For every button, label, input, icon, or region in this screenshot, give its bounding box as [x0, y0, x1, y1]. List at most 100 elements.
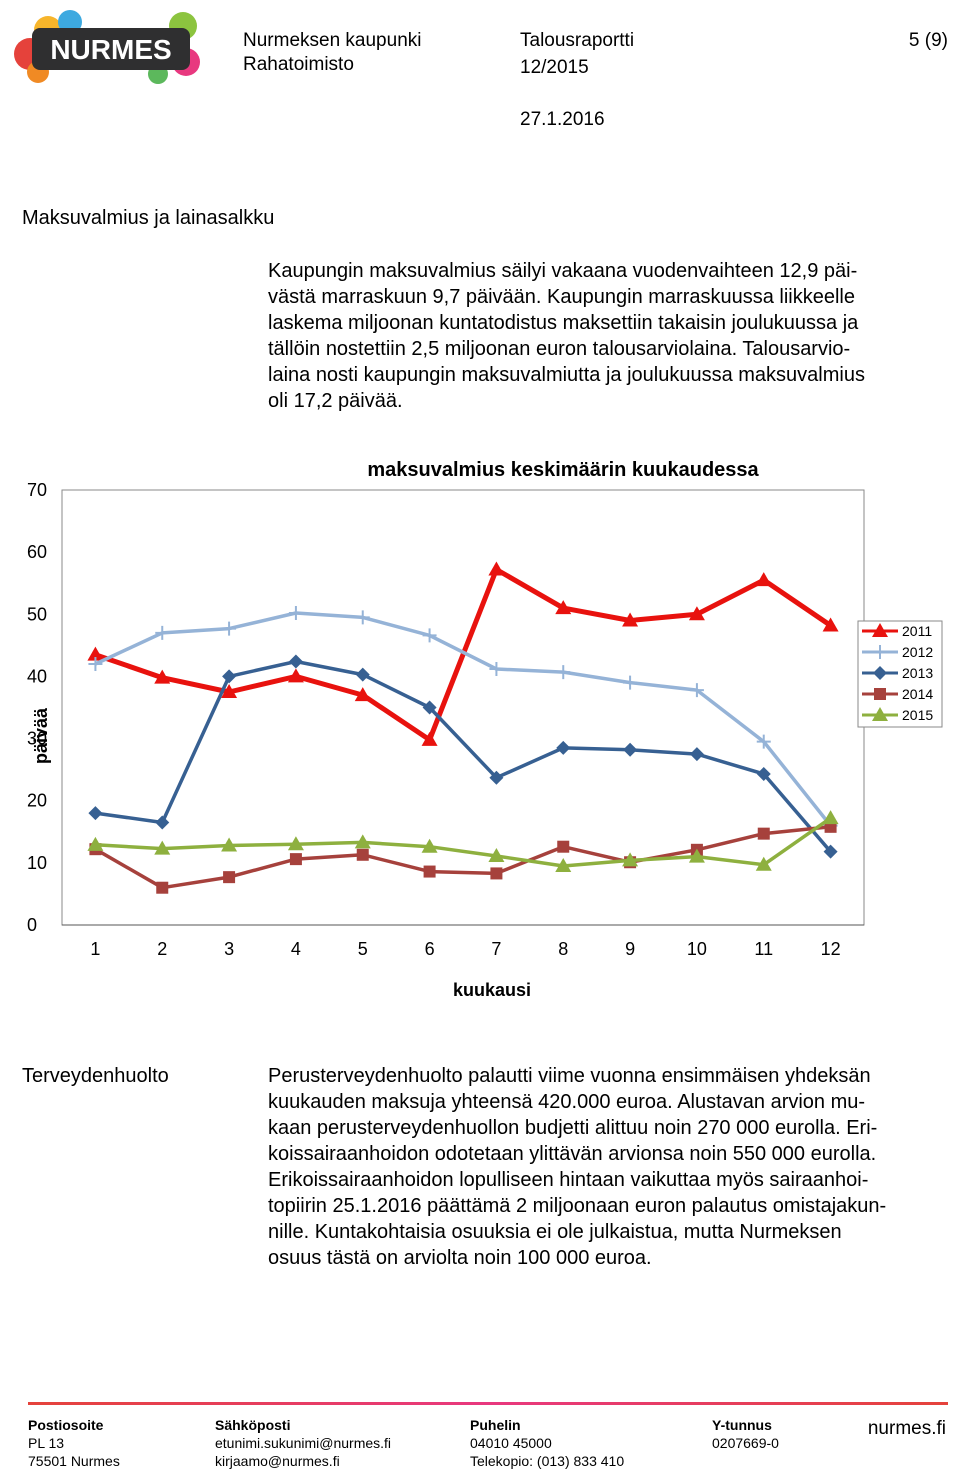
data-point-2015 — [555, 857, 572, 872]
footer-line: PL 13 — [28, 1435, 65, 1451]
data-point-2015 — [488, 848, 505, 863]
series-line-2012 — [94, 611, 832, 827]
data-point-2014 — [356, 848, 369, 861]
footer-line: 04010 45000 — [470, 1435, 552, 1451]
data-point-2013 — [222, 669, 237, 684]
footer-divider — [28, 1392, 948, 1405]
text-line: kuukauden maksuja yhteensä 420.000 euroa… — [268, 1091, 866, 1113]
x-tick-label: 1 — [90, 939, 100, 959]
x-tick-label: 4 — [291, 939, 301, 959]
footer-website-link[interactable]: nurmes.fi — [867, 1418, 946, 1439]
plot-frame — [61, 489, 865, 926]
y-tick-label: 0 — [27, 915, 37, 935]
legend-marker — [872, 623, 888, 637]
section-title-healthcare: Terveydenhuolto — [22, 1065, 169, 1087]
chart-x-axis-label: kuukausi — [453, 980, 531, 1000]
x-tick-label: 3 — [224, 939, 234, 959]
text-line: tällöin nostettiin 2,5 miljoonan euron t… — [268, 338, 851, 360]
organization-name: Nurmeksen kaupunki — [243, 30, 422, 51]
y-tick-label: 30 — [27, 729, 47, 749]
data-point-2012 — [556, 665, 571, 680]
chart-title: maksuvalmius keskimäärin kuukaudessa — [367, 459, 759, 481]
series-line-2015 — [95, 816, 832, 868]
series-line-2014 — [94, 825, 831, 890]
data-point-2014 — [557, 840, 570, 853]
footer-heading: Y-tunnus — [712, 1417, 772, 1433]
section-title-liquidity: Maksuvalmius ja lainasalkku — [22, 207, 275, 229]
footer-line: Telekopio: (013) 833 410 — [470, 1453, 625, 1469]
data-point-2013 — [689, 747, 704, 762]
page-number: 5 (9) — [908, 30, 948, 51]
x-tick-label: 9 — [625, 939, 635, 959]
data-point-2015 — [154, 840, 171, 855]
data-point-2015 — [354, 834, 371, 849]
data-point-2013 — [623, 742, 638, 757]
data-point-2014 — [423, 865, 436, 878]
x-tick-label: 5 — [358, 939, 368, 959]
data-point-2011 — [755, 572, 772, 587]
legend-marker — [872, 707, 888, 721]
legend-marker — [873, 645, 887, 659]
chart-y-axis-label: päivää — [31, 707, 51, 764]
legend-label: 2015 — [902, 707, 933, 723]
footer-email-link[interactable]: etunimi.sukunimi@nurmes.fi — [215, 1435, 392, 1451]
report-title: Talousraportti — [520, 30, 635, 51]
data-point-2015 — [87, 836, 104, 851]
text-line: Erikoissairaanhoidon lopulliseen hintaan… — [268, 1169, 869, 1191]
footer-line: 75501 Nurmes — [28, 1453, 120, 1469]
nurmes-logo: NURMES — [8, 8, 204, 84]
data-point-2012 — [222, 621, 237, 636]
footer-email: Sähköposti etunimi.sukunimi@nurmes.fi ki… — [215, 1416, 391, 1470]
footer-email-link[interactable]: kirjaamo@nurmes.fi — [215, 1453, 340, 1469]
data-point-2012 — [489, 661, 504, 676]
x-tick-label: 2 — [157, 939, 167, 959]
legend-label: 2014 — [902, 686, 933, 702]
data-point-2013 — [422, 700, 437, 715]
legend-label: 2012 — [902, 644, 933, 660]
data-point-2011 — [354, 687, 371, 702]
data-point-2012 — [756, 734, 771, 749]
data-point-2013 — [556, 740, 571, 755]
data-point-2011 — [87, 646, 104, 661]
x-tick-label: 11 — [754, 939, 773, 959]
data-point-2014 — [289, 853, 302, 866]
x-tick-label: 7 — [491, 939, 501, 959]
y-tick-label: 60 — [27, 542, 47, 562]
footer-heading: Postiosoite — [28, 1417, 104, 1433]
data-point-2013 — [155, 815, 170, 830]
legend-label: 2011 — [902, 623, 932, 639]
text-line: oli 17,2 päivää. — [268, 390, 403, 412]
data-point-2012 — [422, 628, 437, 643]
data-point-2015 — [688, 848, 705, 863]
text-line: osuus tästä on arviolta noin 100 000 eur… — [268, 1247, 652, 1269]
text-line: nille. Kuntakohtaisia osuuksia ei ole ju… — [268, 1221, 842, 1243]
footer-postal-address: Postiosoite PL 13 75501 Nurmes — [28, 1416, 120, 1470]
data-point-2015 — [622, 852, 639, 867]
data-point-2015 — [421, 838, 438, 853]
data-point-2014 — [223, 871, 236, 884]
series-line-2011 — [94, 567, 833, 743]
footer-heading: Puhelin — [470, 1417, 521, 1433]
data-point-2015 — [287, 836, 304, 851]
data-point-2012 — [155, 625, 170, 640]
text-line: Perusterveydenhuolto palautti viime vuon… — [268, 1065, 871, 1087]
legend-marker — [874, 688, 886, 700]
legend-marker — [873, 666, 887, 680]
data-point-2013 — [288, 654, 303, 669]
text-line: västä marraskuun 9,7 päivään. Kaupungin … — [268, 286, 855, 308]
data-point-2011 — [221, 683, 238, 698]
data-point-2015 — [822, 810, 839, 825]
text-line: laskema miljoonan kuntatodistus maksetti… — [268, 312, 859, 334]
text-line: kaan perusterveydenhuollon budjetti alit… — [268, 1117, 878, 1139]
data-point-2014 — [156, 881, 169, 894]
data-point-2013 — [489, 770, 504, 785]
data-point-2011 — [688, 606, 705, 621]
x-tick-label: 10 — [687, 939, 707, 959]
data-point-2015 — [755, 856, 772, 871]
y-tick-label: 40 — [27, 666, 47, 686]
data-point-2011 — [622, 612, 639, 627]
section-text-liquidity: Kaupungin maksuvalmius säilyi vakaana vu… — [268, 258, 960, 414]
data-point-2012 — [689, 683, 704, 698]
footer-heading: Sähköposti — [215, 1417, 291, 1433]
x-tick-label: 6 — [425, 939, 435, 959]
